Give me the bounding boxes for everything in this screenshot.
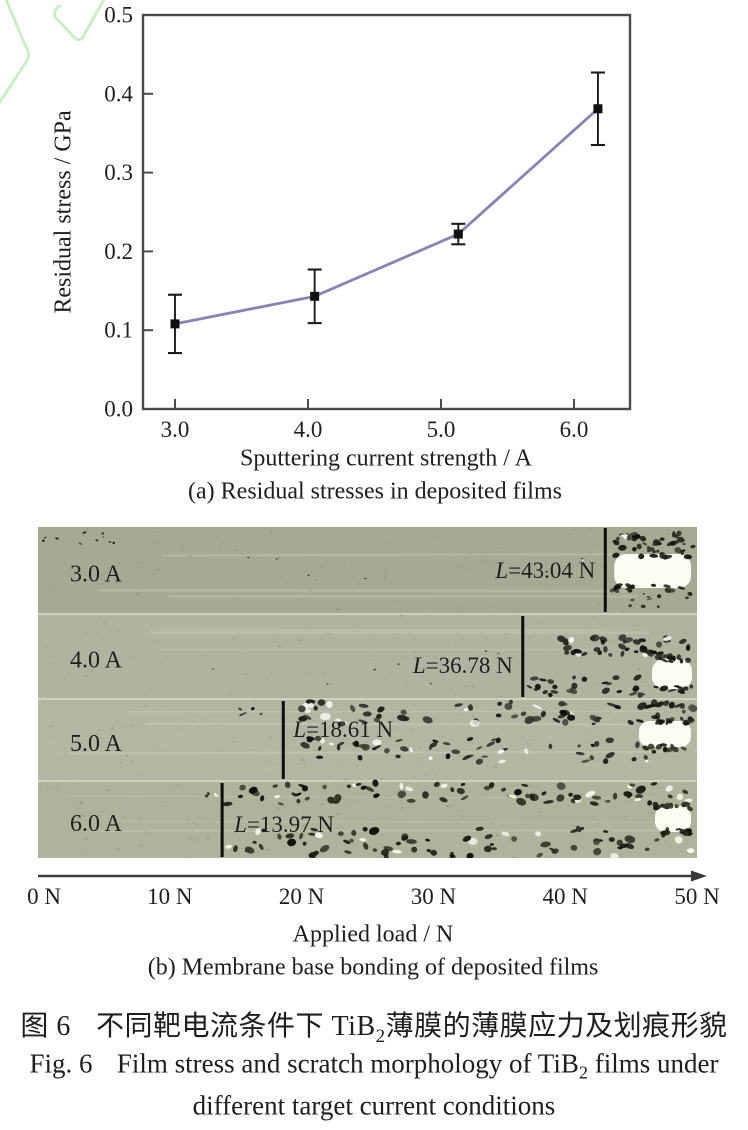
scratch-row-4.0A: 4.0 A L=36.78 N	[37, 614, 697, 698]
chart-a-y-axis-label: Residual stress / GPa	[50, 110, 77, 314]
load-tick-label: 30 N	[410, 884, 457, 909]
caption-en-subscript: 2	[578, 1062, 589, 1083]
watermark-chevron-left	[0, 0, 30, 105]
subfigure-b-caption: (b) Membrane base bonding of deposited f…	[147, 954, 599, 981]
figure-caption-english-line1: Fig. 6 Film stress and scratch morphology…	[29, 1048, 718, 1083]
scratch-row-6.0A: 6.0 A L=13.97 N	[38, 779, 697, 858]
load-tick-label: 0 N	[27, 884, 61, 909]
scratch-row-3.0A: 3.0 A L=43.04 N	[38, 527, 698, 614]
chart-residual-stress: 0.0 0.1 0.2 0.3 0.4 0.5 3.0 4.0 5.0 6.0 Residual …	[0, 0, 748, 515]
y-tick-label: 0.4	[104, 81, 133, 106]
subfigure-a-caption: (a) Residual stresses in deposited films	[188, 478, 562, 505]
applied-load-tick-labels: 0 N 10 N 20 N 30 N 40 N 50 N	[0, 884, 748, 912]
x-tick-label: 5.0	[427, 417, 456, 442]
critical-load-label: L=13.97 N	[233, 811, 334, 836]
scratch-morphology-panel: 3.0 A L=43.04 N 4.0 A L=36.78 N 5.0 A L=18.61…	[37, 527, 698, 858]
caption-cn-subscript: 2	[375, 1025, 386, 1047]
caption-cn-text: 不同靶电流条件下 TiB	[96, 1011, 376, 1043]
caption-cn-text-after: 薄膜的薄膜应力及划痕形貌	[385, 1011, 728, 1043]
figure-caption-english-line2: different target current conditions	[192, 1090, 556, 1121]
figure-number-cn: 图 6	[20, 1011, 71, 1043]
watermark-logo-icon	[0, 0, 106, 105]
figure-number-en: Fig. 6	[29, 1048, 93, 1079]
scratch-row-5.0A: 5.0 A L=18.61 N	[38, 699, 698, 781]
watermark-chevron-right	[53, 0, 106, 42]
critical-load-label: L=36.78 N	[412, 652, 513, 677]
y-tick-label: 0.5	[104, 3, 133, 28]
x-tick-label: 4.0	[294, 417, 323, 442]
applied-load-axis	[38, 870, 707, 882]
chart-a-x-axis-label: Sputtering current strength / A	[240, 445, 532, 472]
x-tick-label: 6.0	[560, 417, 589, 442]
data-point-marker	[170, 319, 180, 329]
data-point-marker	[310, 291, 320, 301]
critical-load-label: L=18.61 N	[292, 716, 393, 741]
x-tick-label: 3.0	[161, 417, 190, 442]
load-tick-label: 20 N	[278, 884, 325, 909]
load-tick-label: 10 N	[147, 884, 193, 909]
chart-a-frame	[141, 13, 632, 411]
row-current-label: 3.0 A	[70, 561, 123, 587]
caption-en-text: Film stress and scratch morphology of Ti…	[116, 1048, 579, 1079]
caption-en-text-after: films under	[588, 1048, 719, 1079]
load-tick-label: 50 N	[674, 884, 720, 909]
critical-load-label: L=43.04 N	[494, 558, 595, 583]
load-axis-arrowhead-icon	[691, 870, 707, 882]
figure-caption-chinese: 图 6 不同靶电流条件下 TiB2薄膜的薄膜应力及划痕形貌	[20, 1004, 727, 1048]
row-current-label: 6.0 A	[70, 811, 123, 837]
row-current-label: 4.0 A	[70, 648, 123, 674]
data-line	[174, 107, 599, 326]
y-tick-label: 0.2	[104, 239, 133, 264]
data-point-marker	[453, 229, 463, 239]
load-tick-label: 40 N	[542, 884, 588, 909]
data-point-marker	[593, 104, 603, 114]
y-tick-label: 0.0	[104, 397, 133, 422]
applied-load-axis-label: Applied load / N	[292, 921, 454, 948]
chart-a-plot-area: 0.0 0.1 0.2 0.3 0.4 0.5 3.0 4.0 5.0 6.0	[104, 3, 632, 442]
row-current-label: 5.0 A	[70, 731, 123, 757]
y-tick-label: 0.1	[104, 318, 133, 343]
y-tick-label: 0.3	[104, 160, 133, 185]
